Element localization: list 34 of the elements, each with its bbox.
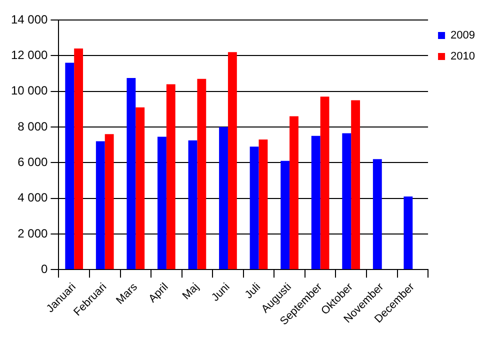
y-tick-label: 0 <box>41 262 48 276</box>
legend-label: 2009 <box>450 30 476 42</box>
bar <box>136 107 145 270</box>
bar <box>228 52 237 270</box>
y-tick-label: 10 000 <box>11 84 48 98</box>
x-tick-label: Maj <box>180 281 202 302</box>
bar <box>74 48 84 270</box>
y-tick-label: 4 000 <box>18 190 48 205</box>
x-tick-label: Juli <box>242 281 264 302</box>
bar <box>290 116 298 270</box>
bar <box>219 126 228 270</box>
bar <box>342 133 352 270</box>
legend-label: 2010 <box>450 50 476 63</box>
bar <box>158 136 166 270</box>
bar <box>188 140 198 270</box>
y-tick-label: 12 000 <box>11 48 48 62</box>
bar <box>258 139 268 270</box>
bar <box>96 141 105 270</box>
bar <box>320 96 330 270</box>
y-tick-label: 8 000 <box>18 119 48 134</box>
y-tick-label: 14 000 <box>11 12 48 26</box>
y-tick-label: 2 000 <box>18 226 48 240</box>
bar <box>197 78 206 270</box>
bar <box>311 136 320 270</box>
bar <box>280 160 290 270</box>
bar <box>372 159 382 270</box>
bar <box>404 196 413 270</box>
y-tick-label: 6 000 <box>18 154 48 169</box>
bar <box>104 134 114 270</box>
bar <box>126 78 136 270</box>
bar <box>250 146 259 270</box>
bar <box>166 84 176 270</box>
bar <box>65 62 74 270</box>
bar <box>351 100 360 270</box>
